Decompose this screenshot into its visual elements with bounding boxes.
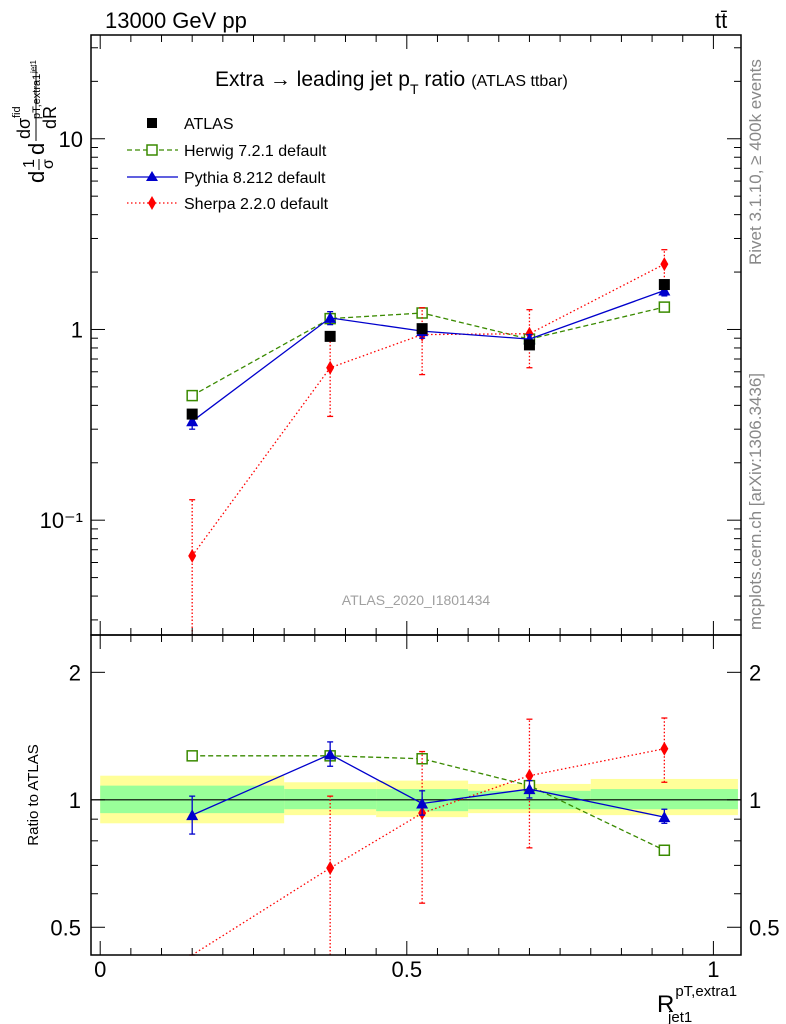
- legend-label-sherpa: Sherpa 2.2.0 default: [184, 196, 329, 213]
- main-plot-area: [186, 249, 671, 635]
- ratio-axes: 0.5 0.5 1 1 2 2 0 0.5 1: [50, 635, 780, 982]
- main-y-tick-label: 10⁻¹: [40, 508, 83, 533]
- ratio-line-sherpa: [191, 748, 665, 956]
- main-point-sherpa: [326, 360, 335, 375]
- svg-text:σ: σ: [40, 159, 57, 169]
- x-tick-label: 0: [94, 957, 106, 982]
- svg-text:pT,extra1: pT,extra1: [31, 74, 43, 119]
- ratio-point-herwig: [186, 750, 198, 762]
- ratio-y-tick-label-right: 1: [749, 788, 761, 813]
- main-point-atlas: [186, 408, 198, 420]
- main-line-herwig: [191, 306, 665, 397]
- ratio-band-inner: [284, 789, 377, 810]
- ratio-band-inner: [590, 789, 738, 810]
- svg-text:fid: fid: [11, 106, 23, 118]
- ratio-y-tick-label: 2: [69, 660, 81, 685]
- legend-entry-herwig: Herwig 7.2.1 default: [127, 143, 327, 160]
- header-process: 13000 GeV pp: [105, 8, 247, 33]
- main-point-pythia: [324, 311, 337, 323]
- ratio-plot-area: [91, 717, 741, 956]
- main-panel: ATLAS_2020_I1801434 10⁻¹ 1 10 Extra → lead…: [11, 34, 742, 636]
- ratio-y-tick-label-right: 2: [749, 660, 761, 685]
- x-tick-label: 1: [707, 957, 719, 982]
- main-point-sherpa: [188, 548, 197, 563]
- main-y-axis-label: d 1 σ d dσ fid pT,extra1 jet1 dR: [11, 60, 60, 183]
- svg-text:jet1: jet1: [29, 60, 38, 74]
- ratio-y-tick-label: 1: [69, 788, 81, 813]
- analysis-watermark: ATLAS_2020_I1801434: [342, 592, 491, 608]
- legend-entry-pythia: Pythia 8.212 default: [127, 170, 326, 187]
- ratio-panel: 0.5 0.5 1 1 2 2 0 0.5 1 Ratio to ATLAS RpT,extra…: [25, 634, 780, 1024]
- legend-marker-herwig: [146, 144, 158, 156]
- legend-marker-pythia: [146, 171, 158, 181]
- main-point-atlas: [324, 330, 336, 342]
- ratio-y-tick-label: 0.5: [50, 915, 81, 940]
- legend: ATLAS Herwig 7.2.1 default Pythia 8.212 …: [127, 116, 329, 213]
- mcplots-info-text: mcplots.cern.ch [arXiv:1306.3436]: [746, 373, 765, 630]
- rivet-info-text: Rivet 3.1.10, ≥ 400k events: [746, 59, 765, 265]
- main-point-sherpa: [660, 257, 669, 272]
- svg-text:dR: dR: [40, 106, 60, 129]
- header-final-state: tt̄: [715, 8, 727, 33]
- plot-title: Extra → leading jet pT ratio (ATLAS ttbar…: [215, 68, 568, 97]
- ratio-line-herwig: [192, 755, 665, 851]
- main-axes: 10⁻¹ 1 10: [40, 35, 741, 635]
- ratio-point-pythia: [186, 809, 199, 821]
- main-point-atlas: [523, 339, 535, 351]
- legend-label-pythia: Pythia 8.212 default: [184, 170, 326, 187]
- svg-text:1: 1: [21, 159, 38, 168]
- ratio-point-pythia: [523, 783, 536, 795]
- legend-label-atlas: ATLAS: [184, 116, 234, 133]
- main-point-herwig: [186, 389, 198, 402]
- ratio-point-pythia: [324, 748, 337, 760]
- legend-label-herwig: Herwig 7.2.1 default: [184, 143, 327, 160]
- x-tick-label: 0.5: [392, 957, 423, 982]
- main-point-herwig: [416, 307, 428, 319]
- svg-text:dσ: dσ: [14, 118, 34, 139]
- x-axis-label: RpT,extra1 jet1: [657, 983, 737, 1024]
- ratio-point-herwig: [658, 844, 671, 857]
- ratio-point-sherpa: [660, 741, 669, 756]
- ratio-point-pythia: [416, 797, 429, 809]
- main-point-herwig: [658, 301, 671, 313]
- main-point-atlas: [416, 323, 428, 335]
- main-line-sherpa: [191, 263, 665, 557]
- main-y-tick-label: 10: [59, 127, 83, 152]
- legend-marker-atlas: [147, 118, 157, 128]
- ratio-point-pythia: [658, 811, 671, 823]
- ratio-frame: [90, 634, 742, 956]
- main-y-tick-label: 1: [71, 317, 83, 342]
- ratio-point-sherpa: [326, 861, 335, 876]
- main-point-pythia: [186, 415, 199, 427]
- legend-entry-atlas: ATLAS: [147, 116, 234, 133]
- svg-text:d: d: [24, 171, 49, 183]
- legend-marker-sherpa: [148, 196, 156, 210]
- ratio-y-axis-label: Ratio to ATLAS: [25, 744, 42, 845]
- main-point-atlas: [658, 279, 670, 291]
- legend-entry-sherpa: Sherpa 2.2.0 default: [127, 196, 329, 213]
- svg-text:d: d: [24, 143, 49, 155]
- ratio-point-sherpa: [525, 768, 534, 783]
- ratio-y-tick-label-right: 0.5: [749, 915, 780, 940]
